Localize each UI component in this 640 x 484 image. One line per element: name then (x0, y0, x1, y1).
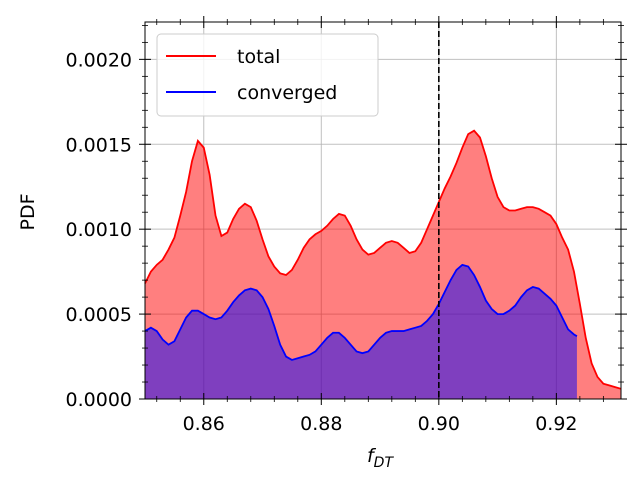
ticks-layer: 0.86 0.88 0.90 0.92 0.0000 0.0005 0.0010 0.0015… (66, 16, 627, 435)
y-tick-label-2: 0.0010 (66, 219, 132, 241)
y-tick-label-1: 0.0005 (66, 304, 132, 326)
y-axis-label: PDF (17, 193, 39, 230)
x-axis-label-sub: DT (374, 455, 395, 471)
series-area-converged (145, 264, 577, 399)
legend-box (156, 33, 379, 117)
x-tick-label-0: 0.86 (183, 413, 225, 435)
y-tick-label-0: 0.0000 (66, 389, 132, 411)
plot-frame (144, 21, 622, 400)
y-tick-label-3: 0.0015 (66, 134, 132, 156)
x-axis-label-main: f (367, 445, 377, 467)
legend-converged-label: converged (237, 82, 337, 104)
legend: total converged (156, 33, 379, 117)
x-axis-label: fDT (367, 445, 394, 471)
series-layer (144, 129, 622, 399)
x-tick-label-1: 0.88 (300, 413, 342, 435)
x-tick-label-3: 0.92 (535, 413, 577, 435)
y-tick-label-4: 0.0020 (66, 49, 132, 71)
series-line-total (144, 129, 622, 390)
legend-total-label: total (237, 46, 280, 68)
x-tick-label-2: 0.90 (418, 413, 460, 435)
series-line-converged (144, 263, 578, 361)
